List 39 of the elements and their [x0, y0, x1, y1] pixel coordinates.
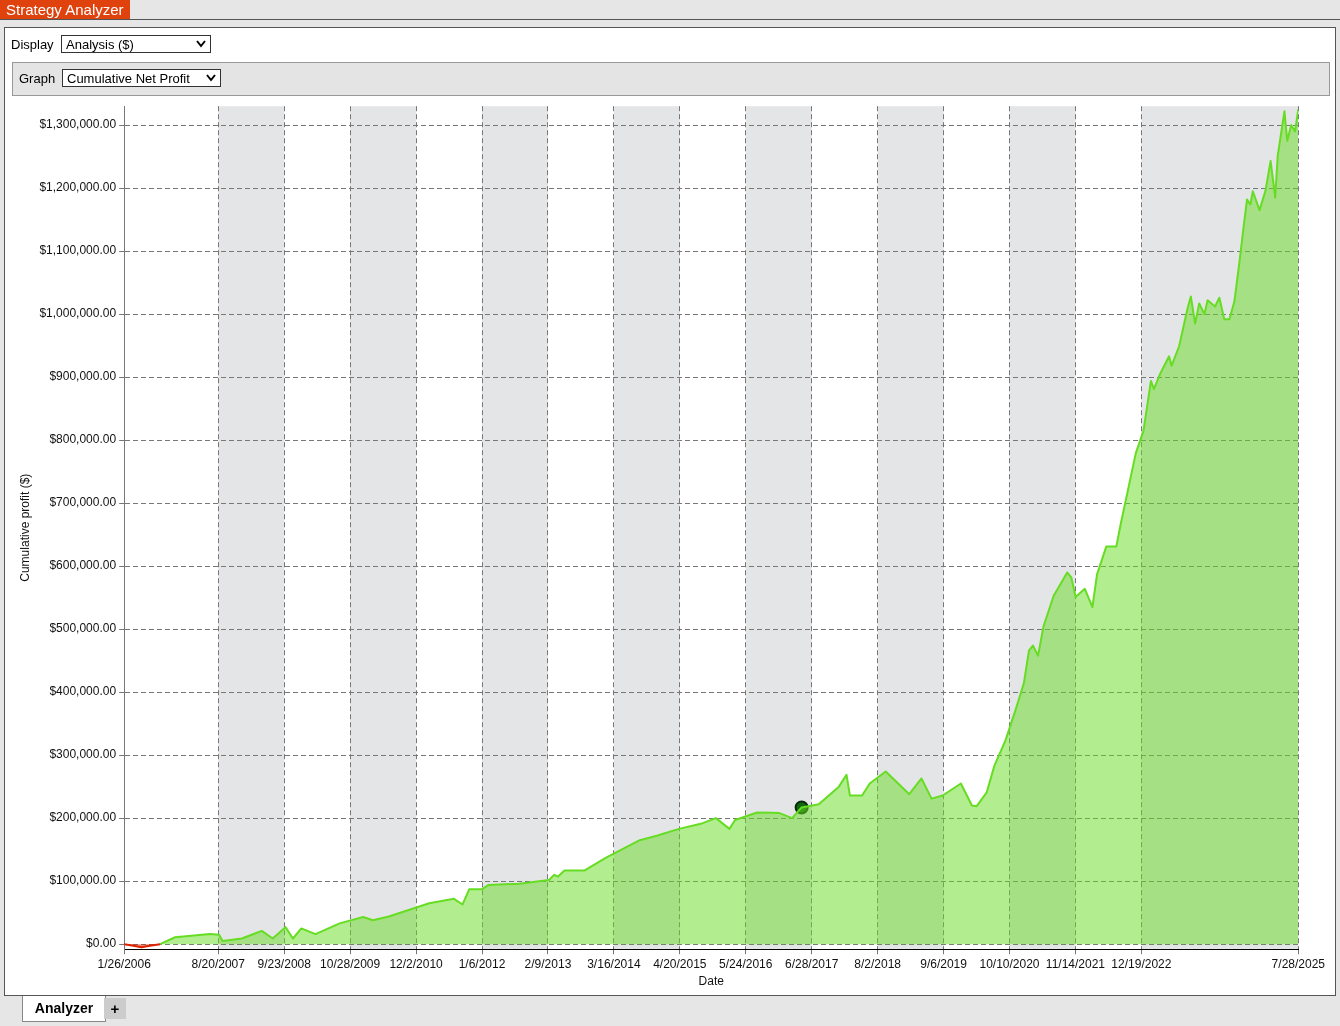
y-axis-title: Cumulative profit ($) — [17, 473, 32, 582]
x-tick-label: 10/10/2020 — [979, 956, 1040, 971]
text: Display — [11, 37, 54, 52]
y-tick-label: $0.00 — [86, 936, 117, 951]
y-tick-label: $400,000.00 — [49, 684, 117, 699]
y-tick-label: $1,100,000.00 — [39, 243, 117, 258]
x-tick-label: 4/20/2015 — [653, 956, 707, 971]
x-tick-label: 7/28/2025 — [1271, 956, 1326, 971]
x-tick-label: 8/2/2018 — [854, 956, 902, 971]
y-tick-label: $800,000.00 — [49, 432, 117, 447]
y-tick-label: $600,000.00 — [49, 558, 117, 573]
x-tick-label: 12/2/2010 — [389, 956, 444, 971]
x-tick-label: 5/24/2016 — [719, 956, 773, 971]
x-tick-label: 2/9/2013 — [524, 956, 572, 971]
y-tick-label: $1,300,000.00 — [39, 117, 117, 132]
y-tick-label: $300,000.00 — [49, 747, 117, 762]
x-tick-label: 12/19/2022 — [1111, 956, 1172, 971]
y-tick-label: $1,000,000.00 — [39, 306, 117, 321]
x-tick-label: 9/6/2019 — [920, 956, 968, 971]
x-tick-label: 8/20/2007 — [191, 956, 246, 971]
y-tick-label: $700,000.00 — [49, 495, 117, 510]
x-tick-label: 6/28/2017 — [785, 956, 839, 971]
y-tick-label: $200,000.00 — [49, 810, 117, 825]
x-tick-label: 11/14/2021 — [1045, 956, 1106, 971]
text: Analysis ($) — [66, 37, 134, 52]
text: Cumulative Net Profit — [67, 71, 190, 86]
y-tick-label: $500,000.00 — [49, 621, 117, 636]
text: + — [110, 1000, 120, 1017]
x-tick-label: 9/23/2008 — [257, 956, 312, 971]
text: Graph — [19, 71, 56, 86]
x-tick-label: 10/28/2009 — [320, 956, 381, 971]
x-tick-label: 3/16/2014 — [587, 956, 641, 971]
y-tick-label: $100,000.00 — [49, 873, 117, 888]
y-tick-label: $900,000.00 — [49, 369, 117, 384]
x-tick-label: 1/6/2012 — [458, 956, 506, 971]
x-axis-title: Date — [698, 974, 725, 989]
y-tick-label: $1,200,000.00 — [39, 180, 117, 195]
x-tick-label: 1/26/2006 — [97, 956, 152, 971]
chart-title: Strategy Analyzer — [0, 0, 130, 19]
